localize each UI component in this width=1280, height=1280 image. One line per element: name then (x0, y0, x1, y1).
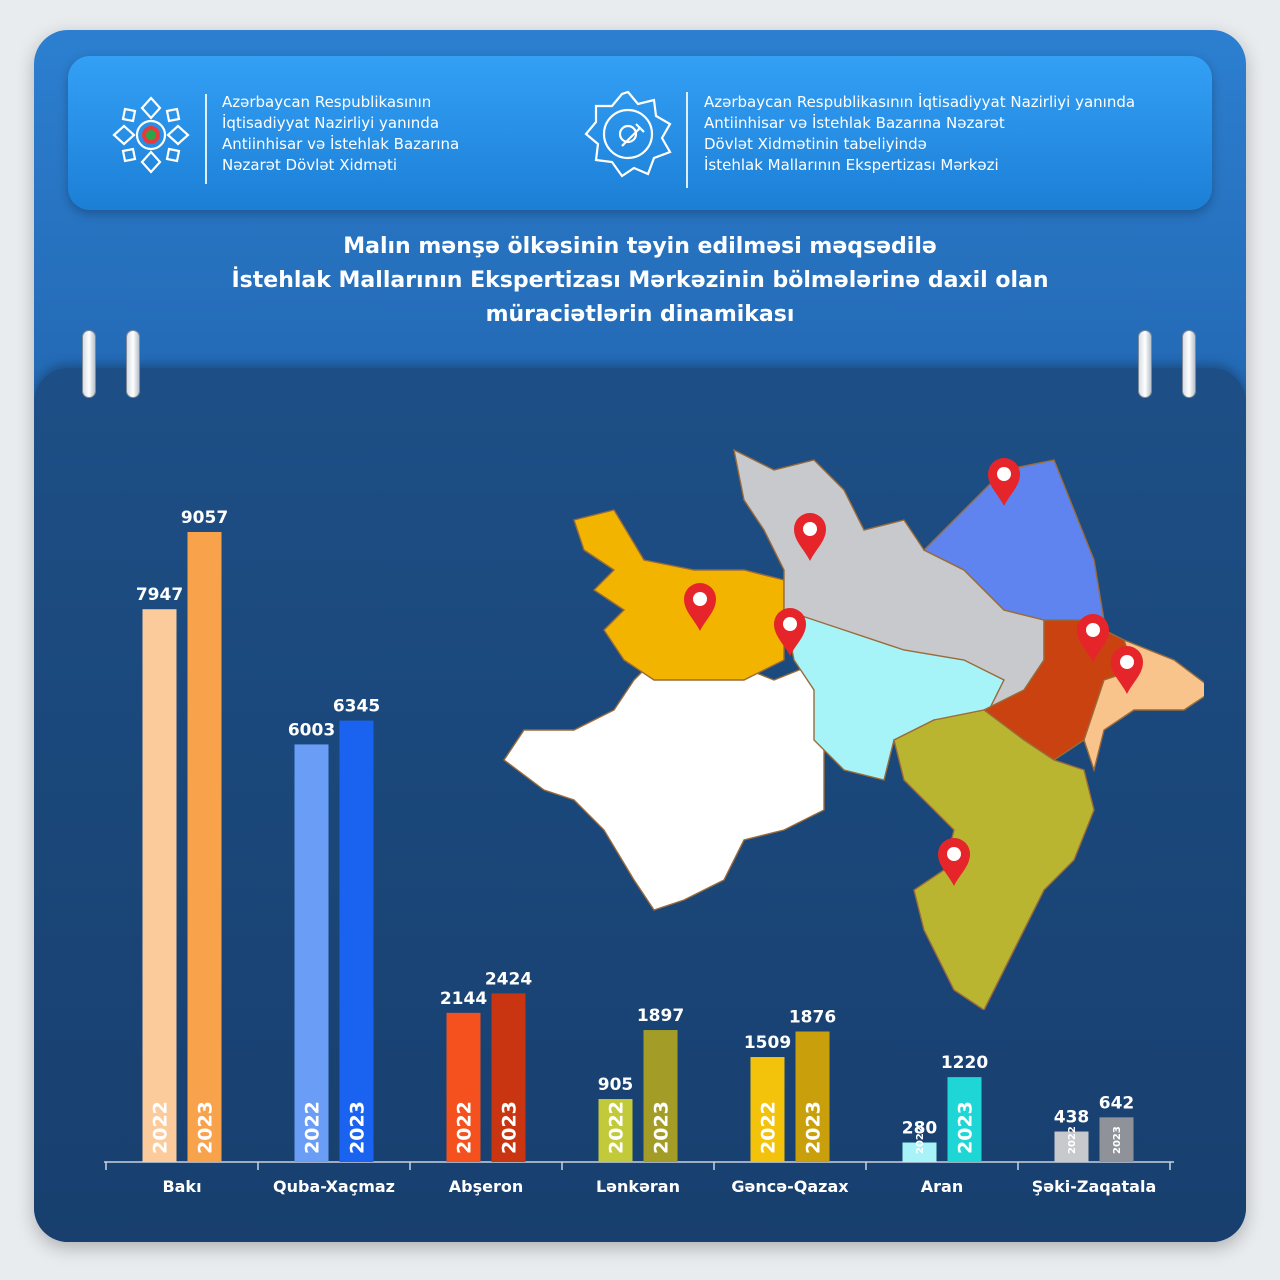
binder-ring (1138, 330, 1152, 398)
left-org-line: Nəzarət Dövlət Xidməti (222, 156, 398, 174)
value-label: 7947 (136, 585, 183, 605)
title-line: İstehlak Mallarının Ekspertizası Mərkəzi… (231, 268, 1049, 293)
right-org-line: Dövlət Xidmətinin tabeliyində (704, 135, 927, 153)
left-org-line: Antiinhisar və İstehlak Bazarına (222, 135, 460, 153)
bar-chart: 7947 2022 9057 2023 Bakı 6003 2022 6345 2023 Quba… (104, 508, 1174, 1196)
bar-2022 (902, 1142, 937, 1162)
map-pin-icon (938, 838, 970, 886)
title-line: müraciətlərin dinamikası (485, 302, 795, 327)
bar-2023 (947, 1077, 982, 1162)
category-label: Şəki-Zaqatala (1032, 1177, 1157, 1196)
binder-ring (126, 330, 140, 398)
category-label: Bakı (162, 1177, 201, 1196)
year-label: 2022 (453, 1101, 475, 1154)
value-label: 280 (902, 1119, 938, 1139)
left-org-line: İqtisadiyyat Nazirliyi yanında (222, 114, 440, 132)
bar-2022 (1054, 1131, 1089, 1162)
bar-2023 (795, 1031, 830, 1162)
bar-2023 (339, 720, 374, 1162)
category-label: Gəncə-Qazax (731, 1177, 849, 1196)
binder-ring (82, 330, 96, 398)
right-org-line: Azərbaycan Respublikasının İqtisadiyyat … (704, 93, 1136, 111)
header-divider-left (205, 94, 207, 184)
bar-2022 (598, 1099, 633, 1162)
year-label: 2023 (954, 1101, 976, 1154)
year-label: 2022 (149, 1101, 171, 1154)
year-label: 2023 (346, 1101, 368, 1154)
title-line: Malın mənşə ölkəsinin təyin edilməsi məq… (343, 234, 937, 259)
category-label: Lənkəran (596, 1177, 680, 1196)
bar-2022 (446, 1012, 481, 1162)
header-divider-right (686, 92, 688, 188)
binder-ring (1182, 330, 1196, 398)
value-label: 1509 (744, 1033, 791, 1053)
map-pin-icon (684, 583, 716, 631)
value-label: 1220 (941, 1053, 988, 1073)
year-label: 2022 (605, 1101, 627, 1154)
value-label: 2424 (485, 969, 532, 989)
bar-2023 (643, 1030, 678, 1162)
value-label: 905 (598, 1075, 634, 1095)
map-pin-icon (774, 608, 806, 656)
year-label: 2023 (194, 1101, 216, 1154)
page-title: Malın mənşə ölkəsinin təyin edilməsi məq… (34, 230, 1246, 332)
category-label: Abşeron (449, 1177, 523, 1196)
year-label: 2022 (757, 1101, 779, 1154)
infographic-card: Azərbaycan Respublikasının İqtisadiyyat … (34, 30, 1246, 1242)
year-label: 2022 (1067, 1126, 1078, 1154)
header-banner: Azərbaycan Respublikasının İqtisadiyyat … (68, 56, 1212, 210)
category-label: Quba-Xaçmaz (273, 1177, 395, 1196)
value-label: 438 (1054, 1108, 1090, 1128)
map-pin-icon (1111, 646, 1143, 694)
value-label: 1876 (789, 1008, 836, 1028)
year-label: 2022 (301, 1101, 323, 1154)
year-label: 2023 (1112, 1126, 1123, 1154)
year-label: 2023 (802, 1101, 824, 1154)
map-pin-icon (794, 513, 826, 561)
gear-seal-icon (584, 90, 672, 178)
value-label: 1897 (637, 1006, 684, 1026)
map-pin-icon (988, 458, 1020, 506)
year-label: 2023 (498, 1101, 520, 1154)
map-pin-icon (1077, 614, 1109, 662)
value-label: 642 (1099, 1093, 1135, 1113)
right-org-line: İstehlak Mallarının Ekspertizası Mərkəzi (704, 156, 999, 174)
value-label: 6345 (333, 697, 380, 717)
bar-2022 (750, 1057, 785, 1162)
bar-2023 (1099, 1117, 1134, 1162)
year-label: 2023 (650, 1101, 672, 1154)
year-label: 2022 (915, 1126, 926, 1154)
right-org-line: Antiinhisar və İstehlak Bazarına Nəzarət (704, 114, 1005, 132)
ornament-emblem-icon (112, 96, 190, 174)
value-label: 2144 (440, 989, 487, 1009)
category-label: Aran (921, 1177, 963, 1196)
bar-2023 (491, 993, 526, 1162)
bar-2022 (142, 609, 177, 1162)
value-label: 9057 (181, 508, 228, 528)
left-org-line: Azərbaycan Respublikasının (222, 93, 432, 111)
left-org-name: Azərbaycan Respublikasının İqtisadiyyat … (222, 92, 459, 176)
azerbaijan-regions-map-icon (503, 448, 1204, 1010)
bar-2022 (294, 744, 329, 1162)
value-label: 6003 (288, 720, 335, 740)
right-org-name: Azərbaycan Respublikasının İqtisadiyyat … (704, 92, 1135, 176)
bar-2023 (187, 532, 222, 1162)
